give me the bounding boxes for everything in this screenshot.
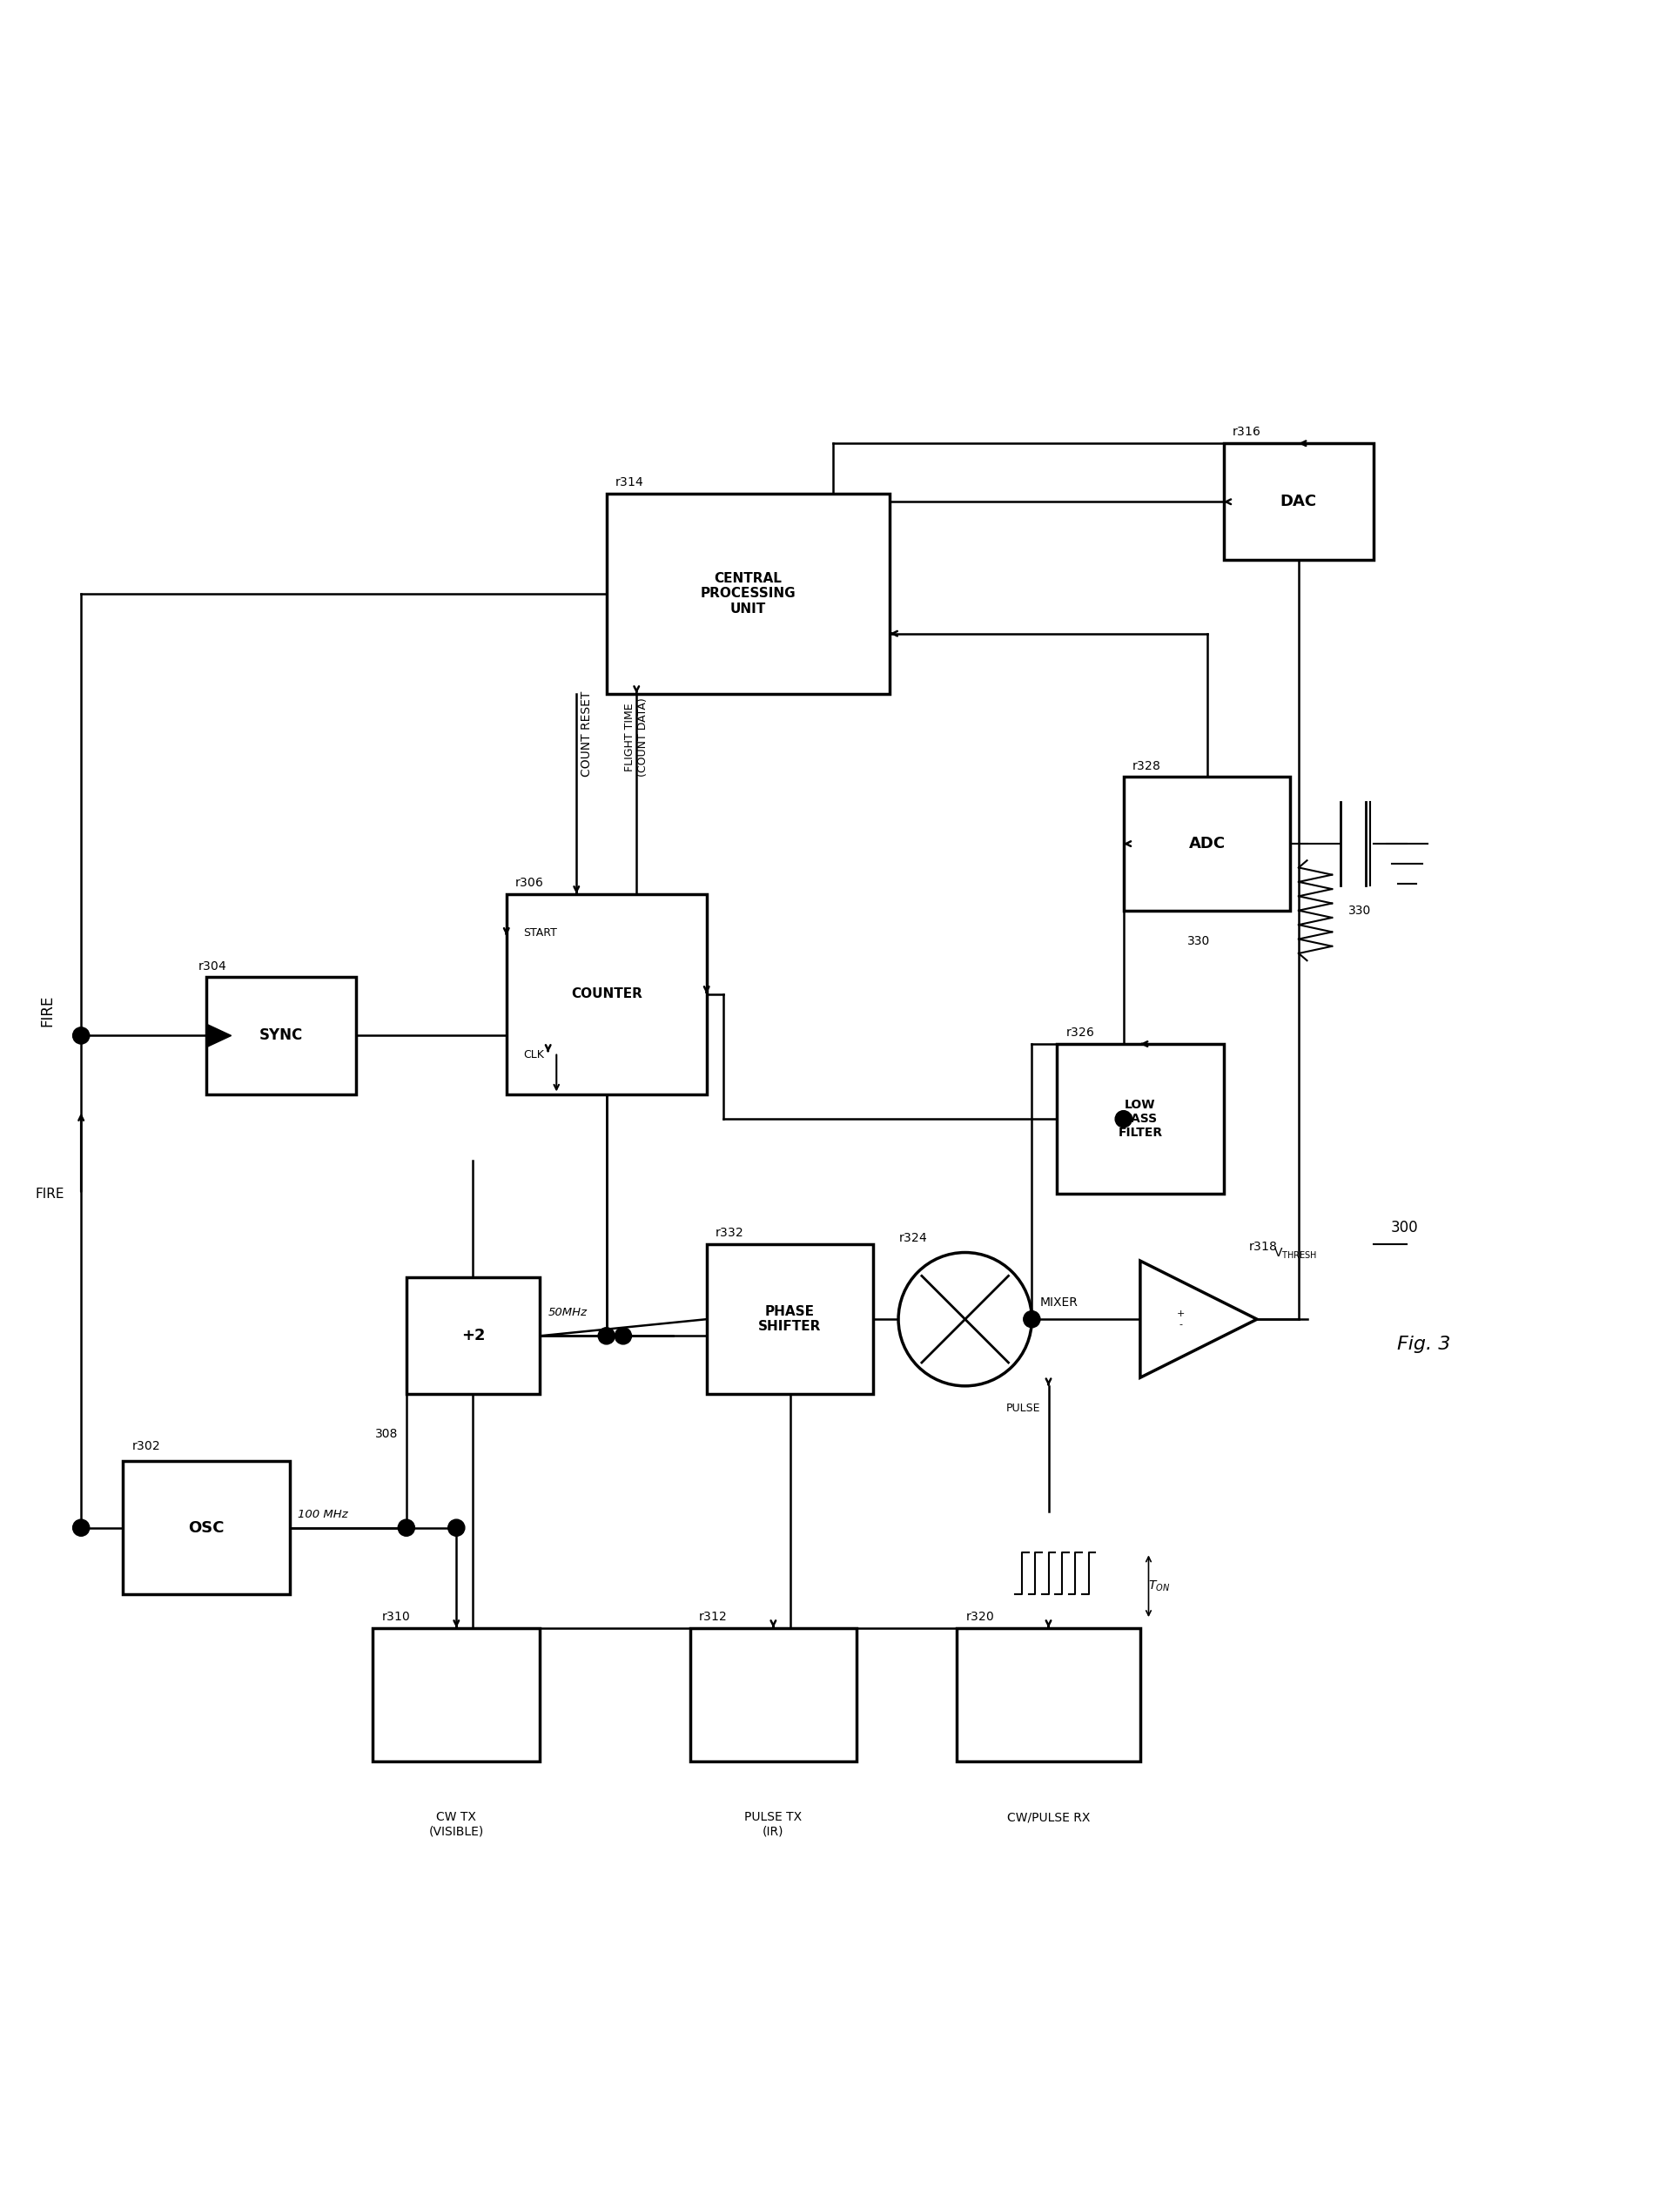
Text: 330: 330	[1349, 904, 1371, 917]
Text: 308: 308	[375, 1427, 398, 1440]
Polygon shape	[207, 1024, 232, 1048]
Text: PULSE TX
(IR): PULSE TX (IR)	[744, 1812, 801, 1838]
Text: $\mathsf{r}$324: $\mathsf{r}$324	[899, 1232, 927, 1245]
Text: $\mathsf{r}$328: $\mathsf{r}$328	[1132, 759, 1161, 772]
Text: $\mathsf{r}$306: $\mathsf{r}$306	[514, 877, 544, 888]
Circle shape	[899, 1252, 1032, 1385]
Bar	[373, 1628, 539, 1761]
Bar	[690, 1628, 857, 1761]
Bar	[1057, 1044, 1223, 1195]
Text: FIRE: FIRE	[40, 996, 55, 1026]
Text: +
-: + -	[1178, 1311, 1184, 1328]
Text: FIRE: FIRE	[35, 1188, 64, 1201]
Polygon shape	[1141, 1260, 1257, 1378]
Text: $\mathsf{r}$318: $\mathsf{r}$318	[1248, 1241, 1277, 1252]
Text: 100 MHz: 100 MHz	[297, 1510, 348, 1521]
Text: $\mathsf{r}$314: $\mathsf{r}$314	[615, 477, 643, 488]
Text: Fig. 3: Fig. 3	[1398, 1335, 1450, 1352]
Bar	[123, 1462, 289, 1595]
Circle shape	[398, 1518, 415, 1536]
Text: CLK: CLK	[522, 1050, 544, 1061]
Circle shape	[72, 1028, 89, 1044]
Text: SYNC: SYNC	[259, 1028, 302, 1044]
Circle shape	[1116, 1112, 1132, 1127]
Text: $\mathsf{r}$316: $\mathsf{r}$316	[1231, 427, 1262, 438]
Text: $T_{ON}$: $T_{ON}$	[1149, 1580, 1171, 1593]
Bar	[707, 1245, 874, 1394]
Text: MIXER: MIXER	[1040, 1297, 1079, 1308]
Circle shape	[598, 1328, 615, 1343]
Bar	[506, 895, 707, 1094]
Text: $\mathsf{r}$312: $\mathsf{r}$312	[699, 1610, 727, 1623]
Text: START: START	[522, 928, 558, 939]
Circle shape	[449, 1518, 465, 1536]
Text: PHASE
SHIFTER: PHASE SHIFTER	[758, 1304, 822, 1332]
Text: 330: 330	[1188, 936, 1210, 947]
Text: PULSE: PULSE	[1006, 1403, 1040, 1413]
Bar	[207, 978, 356, 1094]
Text: ADC: ADC	[1189, 836, 1225, 851]
Text: DAC: DAC	[1280, 494, 1317, 510]
Text: $\mathsf{r}$320: $\mathsf{r}$320	[964, 1610, 995, 1623]
Text: $\mathsf{r}$332: $\mathsf{r}$332	[716, 1227, 744, 1238]
Text: V$_\mathsf{THRESH}$: V$_\mathsf{THRESH}$	[1273, 1247, 1317, 1260]
Circle shape	[615, 1328, 632, 1343]
Text: COUNT RESET: COUNT RESET	[580, 691, 593, 777]
Text: CW/PULSE RX: CW/PULSE RX	[1006, 1812, 1090, 1823]
Text: CW TX
(VISIBLE): CW TX (VISIBLE)	[428, 1812, 484, 1838]
Text: 300: 300	[1391, 1219, 1418, 1236]
Text: $\mathsf{r}$304: $\mathsf{r}$304	[198, 961, 227, 971]
Text: LOW
PASS
FILTER: LOW PASS FILTER	[1117, 1098, 1163, 1140]
Bar	[1223, 444, 1374, 560]
Bar	[956, 1628, 1141, 1761]
Circle shape	[72, 1518, 89, 1536]
Text: COUNTER: COUNTER	[571, 987, 642, 1000]
Text: 50MHz: 50MHz	[548, 1306, 588, 1317]
Text: $\mathsf{r}$326: $\mathsf{r}$326	[1065, 1026, 1094, 1039]
Text: FLIGHT TIME
(COUNT DATA): FLIGHT TIME (COUNT DATA)	[625, 698, 648, 777]
Text: $\mathsf{r}$302: $\mathsf{r}$302	[131, 1440, 160, 1453]
Text: CENTRAL
PROCESSING
UNIT: CENTRAL PROCESSING UNIT	[701, 571, 796, 615]
Circle shape	[1023, 1311, 1040, 1328]
Text: +2: +2	[460, 1328, 486, 1343]
Bar	[407, 1278, 539, 1394]
Bar	[606, 494, 890, 694]
Text: OSC: OSC	[188, 1521, 223, 1536]
Text: $\mathsf{r}$310: $\mathsf{r}$310	[381, 1610, 410, 1623]
Bar	[1124, 777, 1290, 910]
